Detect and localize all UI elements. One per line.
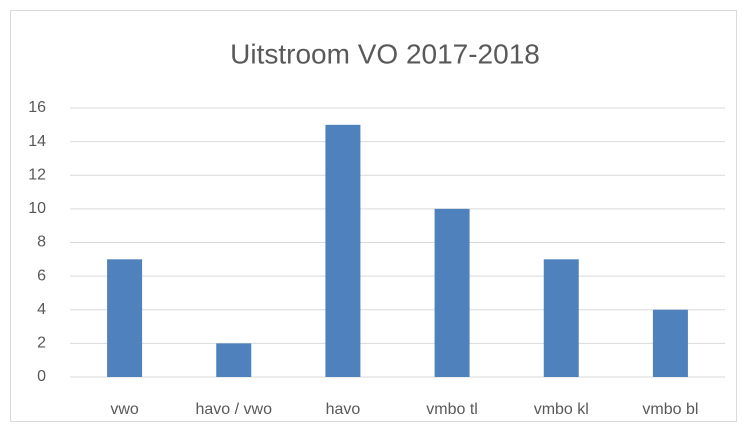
y-tick-label: 2 bbox=[37, 335, 46, 352]
bar bbox=[652, 309, 688, 377]
x-tick-label: vwo bbox=[110, 401, 139, 418]
y-tick-label: 16 bbox=[28, 99, 46, 116]
y-tick-label: 0 bbox=[37, 368, 46, 385]
x-tick-label: vmbo bl bbox=[642, 401, 698, 418]
y-tick-label: 8 bbox=[37, 234, 46, 251]
bar bbox=[434, 208, 470, 377]
x-tick-label: vmbo tl bbox=[426, 401, 478, 418]
y-tick-label: 4 bbox=[37, 301, 46, 318]
y-tick-label: 14 bbox=[28, 133, 46, 150]
bar bbox=[107, 259, 143, 377]
y-tick-label: 12 bbox=[28, 166, 46, 183]
y-tick-label: 6 bbox=[37, 267, 46, 284]
bar bbox=[216, 343, 252, 377]
x-tick-label: havo / vwo bbox=[196, 401, 273, 418]
y-tick-label: 10 bbox=[28, 200, 46, 217]
x-tick-label: havo bbox=[326, 401, 361, 418]
chart-title: Uitstroom VO 2017-2018 bbox=[230, 38, 540, 69]
x-tick-label: vmbo kl bbox=[534, 401, 589, 418]
bar bbox=[325, 124, 361, 377]
bar bbox=[543, 259, 579, 377]
